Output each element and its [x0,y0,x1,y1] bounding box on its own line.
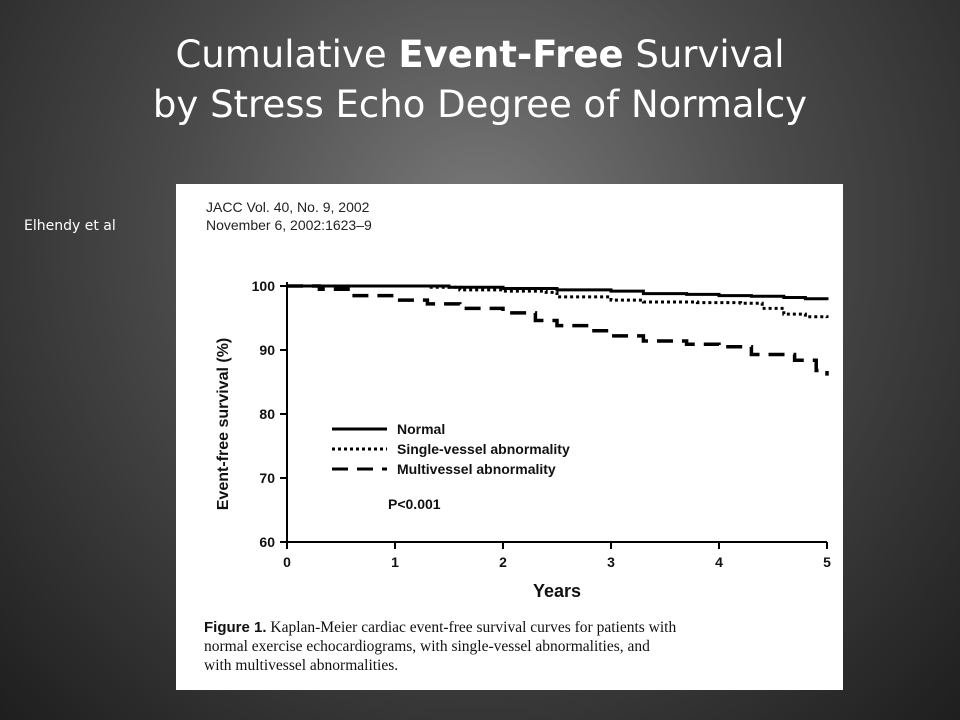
chart-legend: Normal Single-vessel abnormality Multivess… [332,421,570,512]
title-text-pre: Cumulative [175,33,399,76]
journal-citation: JACC Vol. 40, No. 9, 2002 November 6, 20… [206,198,372,234]
caption-line-2: normal exercise echocardiograms, with si… [204,638,650,655]
citation-line-1: JACC Vol. 40, No. 9, 2002 [206,199,370,215]
series-line-dotted [287,284,829,319]
x-tick-label: 5 [823,554,831,570]
citation-line-2: November 6, 2002:1623–9 [206,217,372,233]
y-tick-label: 100 [252,278,276,294]
x-tick-label: 3 [607,554,615,570]
caption-label: Figure 1. [204,619,267,636]
figure-image: JACC Vol. 40, No. 9, 2002 November 6, 20… [176,184,843,690]
survival-chart: 60 70 80 90 100 0 1 2 3 4 5 Years Event-free surviva… [215,278,831,601]
title-text-bold: Event-Free [398,33,624,76]
y-tick-label: 60 [259,534,275,550]
title-line-2: by Stress Echo Degree of Normalcy [152,83,808,126]
author-credit: Elhendy et al [24,218,116,234]
x-tick-label: 2 [499,554,507,570]
caption-line-1: Figure 1. Kaplan-Meier cardiac event-fre… [204,618,836,637]
legend-label: Multivessel abnormality [397,461,556,477]
y-axis-label: Event-free survival (%) [215,338,232,511]
title-line-1: Cumulative Event-Free Survival [0,30,960,80]
x-tick-label: 0 [283,554,291,570]
chart-curves [287,284,829,376]
x-axis-label: Years [533,581,581,601]
series-line-dashed [287,284,829,376]
legend-label: Single-vessel abnormality [397,441,570,457]
legend-label: Normal [397,421,445,437]
y-tick-label: 80 [259,406,275,422]
caption-text-1: Kaplan-Meier cardiac event-free survival… [270,619,677,636]
title-text-post: Survival [623,33,785,76]
x-tick-label: 4 [715,554,723,570]
slide-title: Cumulative Event-Free Survival by Stress… [0,30,960,130]
caption-line-3: with multivessel abnormalities. [204,657,399,674]
p-value-annotation: P<0.001 [388,496,441,512]
y-tick-label: 90 [259,342,275,358]
x-tick-label: 1 [391,554,399,570]
figure-caption: Figure 1. Kaplan-Meier cardiac event-fre… [204,618,836,675]
y-tick-label: 70 [259,470,275,486]
chart-axes: 60 70 80 90 100 0 1 2 3 4 5 Years Event-free surviva… [215,278,831,601]
